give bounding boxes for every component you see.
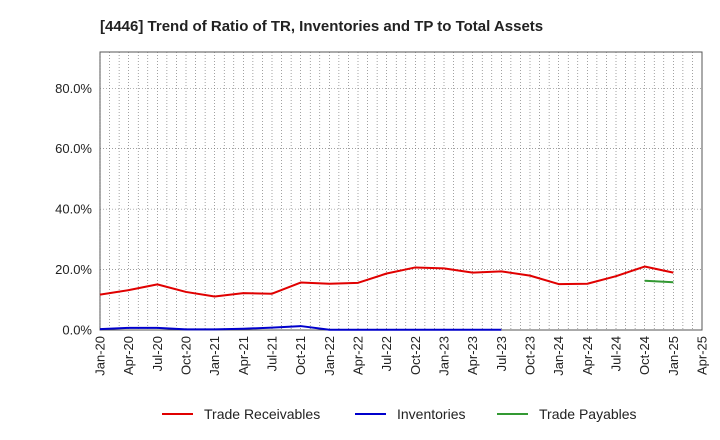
x-tick-label: Apr-23 <box>465 336 480 375</box>
y-axis: 0.0% 20.0% 40.0% 60.0% 80.0% <box>55 81 92 338</box>
x-tick-label: Jan-25 <box>666 336 681 376</box>
x-tick-label: Jul-21 <box>265 336 280 371</box>
x-tick-label: Apr-22 <box>351 336 366 375</box>
x-tick-label: Jul-22 <box>379 336 394 371</box>
x-tick-label: Jul-20 <box>150 336 165 371</box>
x-tick-label: Jan-24 <box>551 336 566 376</box>
x-tick-label: Oct-21 <box>293 336 308 375</box>
x-tick-label: Jan-21 <box>207 336 222 376</box>
series-line-trade-payables <box>644 279 674 284</box>
legend: Trade Receivables Inventories Trade Payabl… <box>162 406 637 422</box>
x-tick-label: Oct-20 <box>179 336 194 375</box>
x-tick-label: Apr-25 <box>695 336 710 375</box>
x-tick-label: Oct-23 <box>523 336 538 375</box>
x-tick-label: Jan-20 <box>93 336 108 376</box>
y-tick-label: 20.0% <box>55 262 92 277</box>
x-tick-label: Apr-20 <box>121 336 136 375</box>
legend-label-trade-payables: Trade Payables <box>539 406 637 422</box>
plot-frame <box>99 51 703 331</box>
x-tick-label: Jan-23 <box>437 336 452 376</box>
x-tick-label: Oct-24 <box>637 336 652 375</box>
y-tick-label: 40.0% <box>55 202 92 217</box>
x-tick-label: Apr-24 <box>580 336 595 375</box>
x-tick-label: Oct-22 <box>408 336 423 375</box>
x-tick-label: Apr-21 <box>236 336 251 375</box>
series-group <box>99 265 674 331</box>
legend-label-inventories: Inventories <box>397 406 465 422</box>
chart-title: [4446] Trend of Ratio of TR, Inventories… <box>100 18 543 35</box>
series-line-inventories <box>99 325 502 331</box>
legend-label-trade-receivables: Trade Receivables <box>204 406 320 422</box>
y-tick-label: 60.0% <box>55 141 92 156</box>
x-axis: Jan-20 Apr-20 Jul-20 Oct-20 Jan-21 Apr-21 Jul-… <box>93 336 710 376</box>
y-tick-label: 0.0% <box>62 323 92 338</box>
x-tick-label: Jul-24 <box>609 336 624 371</box>
x-tick-label: Jul-23 <box>494 336 509 371</box>
y-tick-label: 80.0% <box>55 81 92 96</box>
plot-area <box>99 51 703 331</box>
x-tick-label: Jan-22 <box>322 336 337 376</box>
grid <box>99 52 702 330</box>
series-line-trade-receivables <box>99 265 674 298</box>
